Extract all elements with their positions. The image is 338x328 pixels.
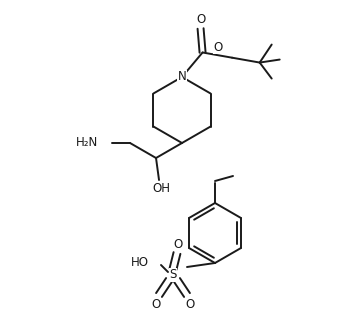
Text: O: O xyxy=(173,237,183,251)
Text: N: N xyxy=(178,71,186,84)
Text: HO: HO xyxy=(131,256,149,269)
Text: S: S xyxy=(169,269,177,281)
Text: O: O xyxy=(151,297,161,311)
Text: H₂N: H₂N xyxy=(76,135,98,149)
Text: O: O xyxy=(185,297,195,311)
Text: O: O xyxy=(196,13,205,26)
Text: OH: OH xyxy=(152,182,170,195)
Text: O: O xyxy=(214,41,223,53)
